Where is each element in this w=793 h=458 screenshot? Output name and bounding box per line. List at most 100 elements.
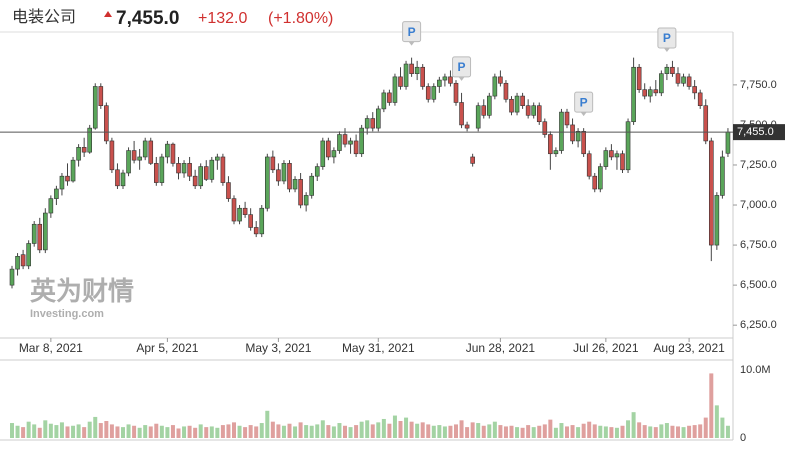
volume-bar bbox=[159, 425, 164, 438]
candle-body bbox=[670, 66, 675, 74]
volume-bar bbox=[592, 424, 597, 438]
volume-bar bbox=[526, 425, 531, 438]
volume-bar bbox=[326, 425, 331, 438]
candle-body bbox=[592, 175, 598, 190]
candle-body bbox=[420, 66, 426, 87]
candle-body bbox=[264, 156, 270, 209]
volume-bar bbox=[581, 423, 586, 438]
candle-body bbox=[104, 105, 109, 142]
volume-bar bbox=[687, 425, 692, 438]
candle-body bbox=[475, 105, 481, 129]
volume-bar bbox=[720, 417, 725, 438]
candle-body bbox=[514, 95, 520, 113]
volume-bar bbox=[182, 426, 187, 438]
candle-body bbox=[270, 156, 276, 171]
x-tick-label: Jul 26, 2021 bbox=[573, 341, 639, 355]
volume-bar bbox=[198, 424, 203, 438]
volume-bar bbox=[537, 425, 542, 438]
up-arrow bbox=[104, 11, 112, 17]
candle-body bbox=[348, 140, 353, 145]
volume-bar bbox=[71, 425, 76, 438]
candle-body bbox=[364, 118, 370, 129]
candle-body bbox=[459, 102, 464, 126]
volume-bar bbox=[104, 421, 109, 438]
candle-body bbox=[398, 76, 403, 87]
candle-body bbox=[703, 105, 709, 142]
x-tick-label: Jun 28, 2021 bbox=[466, 341, 536, 355]
event-pointer bbox=[663, 48, 670, 53]
volume-bar bbox=[254, 426, 259, 438]
event-pointer bbox=[408, 41, 415, 46]
volume-bar bbox=[620, 425, 625, 438]
volume-bar bbox=[143, 425, 148, 438]
x-tick-label: Mar 8, 2021 bbox=[19, 341, 83, 355]
candle-body bbox=[192, 175, 198, 187]
candle-body bbox=[203, 166, 209, 180]
candle-body bbox=[59, 175, 65, 190]
candle-body bbox=[559, 111, 564, 151]
candle-body bbox=[553, 150, 559, 155]
volume-bar bbox=[553, 427, 558, 438]
candle-body bbox=[126, 150, 131, 174]
candle-body bbox=[81, 147, 87, 153]
candle-body bbox=[570, 124, 575, 142]
candle-body bbox=[37, 223, 43, 251]
candle-body bbox=[187, 163, 192, 177]
volume-bar bbox=[387, 423, 392, 438]
candle-body bbox=[253, 227, 259, 235]
x-tick-label: May 31, 2021 bbox=[342, 341, 415, 355]
volume-bar bbox=[442, 426, 447, 438]
volume-bar bbox=[165, 427, 170, 438]
volume-bar bbox=[87, 421, 92, 438]
volume-bar bbox=[559, 423, 564, 438]
candle-body bbox=[342, 134, 348, 145]
volume-bar bbox=[243, 427, 248, 438]
candle-body bbox=[720, 156, 725, 196]
candle-body bbox=[509, 98, 514, 113]
candle-body bbox=[120, 172, 126, 187]
candle-body bbox=[154, 163, 159, 183]
event-label: P bbox=[580, 95, 588, 109]
volume-bar bbox=[404, 417, 409, 438]
candle-body bbox=[226, 182, 231, 199]
candle-body bbox=[137, 156, 142, 161]
candle-body bbox=[26, 243, 31, 267]
candle-body bbox=[414, 66, 420, 74]
volume-bar bbox=[32, 424, 37, 438]
volume-bar bbox=[43, 420, 48, 438]
candle-body bbox=[464, 124, 470, 129]
candle-body bbox=[659, 73, 664, 94]
candle-body bbox=[675, 73, 681, 84]
candle-body bbox=[631, 66, 636, 123]
volume-bar bbox=[309, 425, 314, 438]
y-tick-label: 6,500.0 bbox=[740, 279, 777, 291]
candle-body bbox=[42, 212, 48, 251]
candle-body bbox=[87, 127, 92, 153]
volume-bar bbox=[492, 421, 497, 438]
x-tick-label: May 3, 2021 bbox=[245, 341, 311, 355]
candle-body bbox=[326, 140, 331, 158]
volume-bar bbox=[259, 423, 264, 438]
volume-bar bbox=[337, 423, 342, 438]
candle-body bbox=[165, 143, 170, 158]
volume-bar bbox=[365, 420, 370, 438]
volume-bar bbox=[476, 423, 481, 438]
candle-body bbox=[575, 131, 581, 142]
candle-body bbox=[231, 198, 237, 222]
event-pointer bbox=[458, 76, 465, 81]
volume-bar bbox=[509, 425, 514, 438]
volume-bar bbox=[437, 425, 442, 438]
candle-body bbox=[215, 156, 220, 161]
volume-bar bbox=[15, 425, 20, 438]
candle-body bbox=[581, 131, 586, 155]
candle-body bbox=[109, 140, 115, 171]
volume-bar bbox=[725, 425, 730, 438]
candle-body bbox=[725, 131, 731, 154]
watermark-brand: 英为财情 bbox=[30, 276, 134, 306]
volume-bar bbox=[714, 405, 719, 438]
volume-bar bbox=[664, 423, 669, 438]
candle-body bbox=[54, 188, 59, 199]
candle-body bbox=[65, 175, 70, 182]
volume-bar bbox=[576, 427, 581, 438]
volume-bar bbox=[154, 423, 159, 438]
